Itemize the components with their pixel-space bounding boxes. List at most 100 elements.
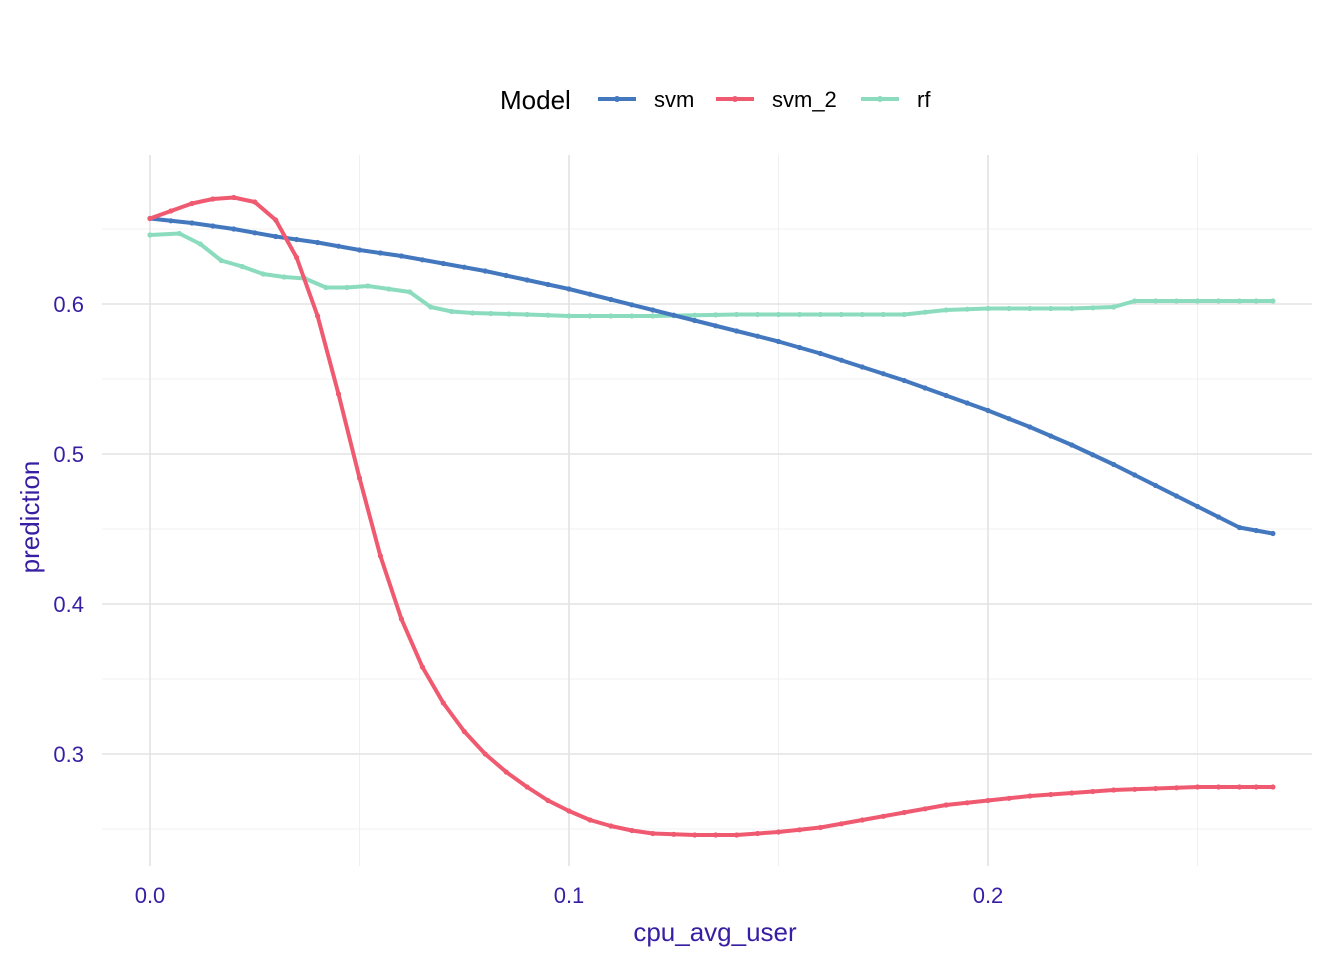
data-point-svm [231, 226, 237, 232]
data-point-svm [440, 260, 446, 267]
data-point-rf [428, 304, 434, 310]
legend-label-svm_2: svm_2 [772, 87, 837, 112]
data-point-svm [755, 333, 761, 339]
data-point-svm_2 [587, 817, 593, 823]
data-point-svm_2 [775, 829, 782, 835]
data-point-svm_2 [1090, 788, 1096, 795]
data-point-svm [335, 243, 342, 249]
data-point-svm_2 [252, 199, 258, 205]
data-point-svm_2 [482, 751, 488, 757]
data-point-rf [218, 257, 224, 264]
data-point-svm_2 [943, 802, 949, 808]
legend-item-rf: rf [861, 87, 931, 112]
data-point-svm [1215, 514, 1222, 520]
data-point-svm_2 [1194, 784, 1201, 790]
data-point-svm_2 [985, 797, 991, 804]
data-point-svm [713, 323, 719, 329]
data-point-rf [1027, 305, 1033, 312]
data-point-svm [880, 371, 886, 377]
data-point-svm [524, 277, 530, 283]
data-point-svm [356, 247, 363, 253]
data-point-svm [419, 257, 425, 263]
legend-label-rf: rf [917, 87, 931, 112]
data-point-rf [692, 312, 698, 318]
data-point-rf [1173, 298, 1180, 304]
data-point-rf [545, 312, 551, 318]
data-point-svm [901, 377, 907, 384]
data-point-rf [386, 286, 392, 292]
data-point-svm_2 [545, 797, 551, 804]
data-point-svm [545, 281, 551, 288]
data-point-svm [1236, 524, 1242, 531]
data-point-rf [901, 311, 907, 318]
data-point-rf [239, 263, 245, 270]
data-point-svm [817, 350, 824, 357]
x-tick-label: 0.0 [135, 883, 166, 908]
legend-label-svm: svm [654, 87, 694, 112]
data-point-rf [880, 311, 886, 318]
data-point-svm_2 [1027, 793, 1033, 799]
data-point-rf [713, 312, 719, 318]
series-line-svm [148, 216, 1275, 536]
data-point-svm [1194, 503, 1201, 510]
data-point-svm_2 [210, 196, 216, 202]
data-point-rf [344, 284, 350, 291]
data-point-svm [671, 312, 677, 318]
data-point-rf [838, 311, 845, 318]
data-point-rf [176, 230, 182, 237]
legend-title: Model [500, 85, 571, 115]
data-point-svm_2 [1048, 791, 1054, 798]
data-point-svm [210, 223, 216, 229]
series-layer [147, 194, 1276, 838]
data-point-svm_2 [734, 832, 740, 838]
data-point-svm [1132, 472, 1138, 478]
data-point-rf [943, 307, 949, 313]
data-point-svm [775, 338, 782, 345]
data-point-rf [985, 305, 991, 312]
data-point-svm_2 [1132, 786, 1138, 792]
data-point-svm [1173, 493, 1180, 499]
data-point-rf [197, 241, 203, 247]
data-point-svm [273, 233, 279, 240]
data-point-svm [1111, 461, 1117, 468]
data-point-rf [407, 289, 413, 295]
data-point-svm_2 [859, 817, 865, 823]
data-point-svm_2 [1006, 795, 1012, 801]
legend-key-point-rf [877, 96, 883, 102]
data-point-svm [315, 239, 321, 246]
data-point-svm_2 [335, 391, 342, 397]
data-point-svm_2 [964, 800, 970, 806]
y-tick-label: 0.5 [53, 442, 84, 467]
data-point-rf [260, 271, 266, 277]
data-point-rf [1090, 305, 1096, 311]
data-point-svm_2 [922, 806, 928, 812]
legend: Model svm svm_2 rf [500, 85, 931, 115]
data-point-svm_2 [1153, 785, 1159, 792]
data-point-rf [922, 309, 928, 315]
x-tick-label: 0.1 [554, 883, 585, 908]
data-point-rf [734, 311, 740, 318]
data-point-svm [1090, 452, 1096, 458]
data-point-svm [1270, 530, 1276, 537]
grid [102, 155, 1312, 866]
data-point-svm [587, 291, 593, 297]
y-axis-title: prediction [15, 461, 45, 574]
data-point-rf [775, 311, 782, 318]
legend-item-svm_2: svm_2 [716, 87, 837, 112]
data-point-rf [1153, 298, 1159, 304]
data-point-svm_2 [1173, 785, 1180, 791]
data-point-svm [796, 344, 803, 351]
data-point-rf [1270, 298, 1276, 304]
data-point-svm [189, 220, 195, 226]
data-point-svm [1048, 433, 1054, 439]
data-point-rf [859, 311, 865, 318]
data-point-rf [1132, 298, 1138, 304]
data-point-svm [461, 264, 467, 270]
data-point-svm [692, 317, 698, 324]
legend-item-svm: svm [598, 87, 694, 112]
data-point-rf [1253, 298, 1259, 304]
data-point-rf [817, 311, 824, 318]
series-line-svm_2 [148, 195, 1275, 837]
data-point-svm_2 [1270, 784, 1276, 790]
